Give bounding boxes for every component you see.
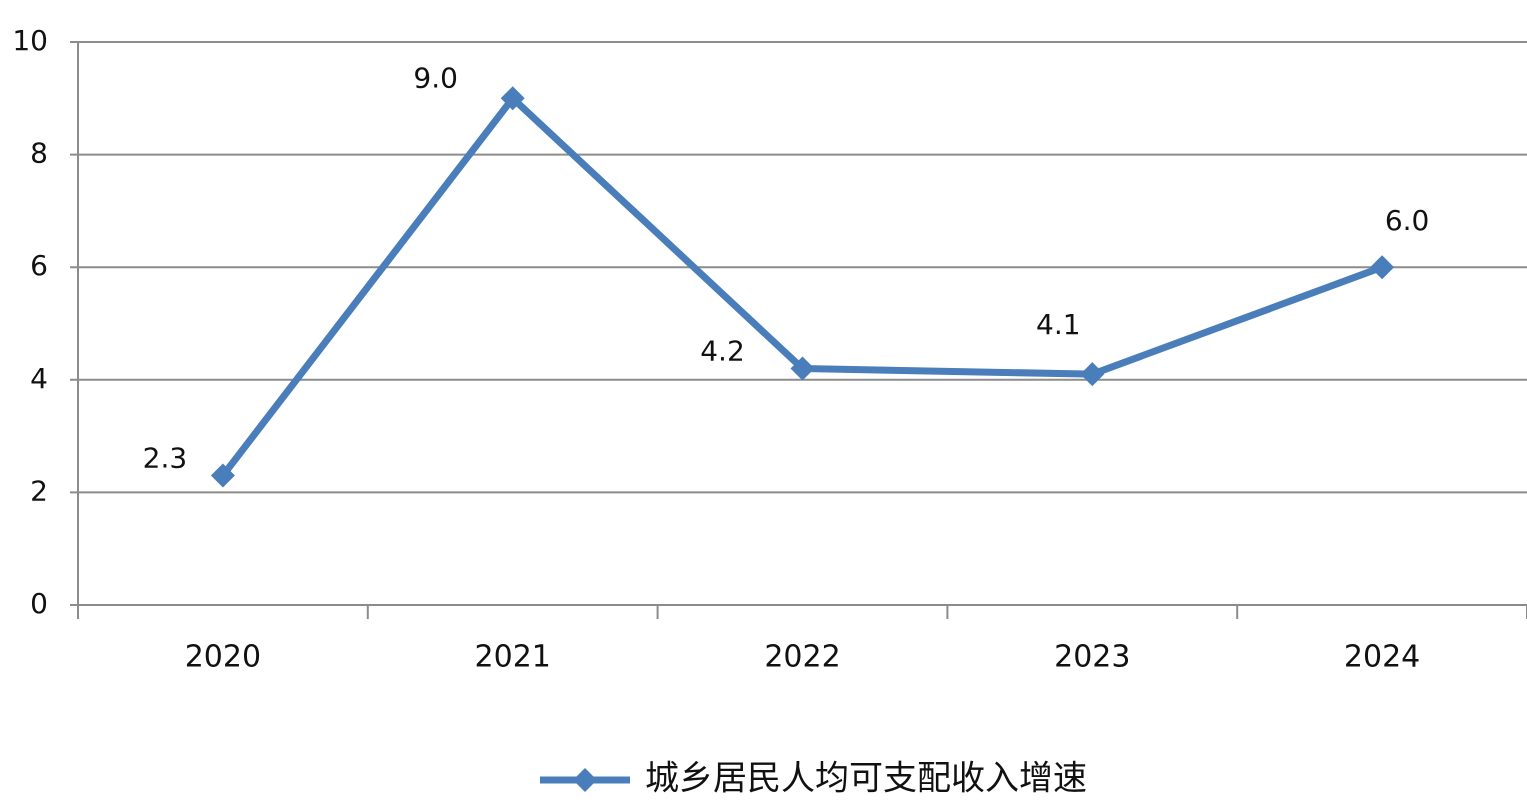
point-marker [500,86,525,111]
data-label: 6.0 [1385,204,1430,237]
legend-label: 城乡居民人均可支配收入增速 [645,759,1087,799]
y-tick-label: 2 [30,474,48,507]
data-label: 4.1 [1036,308,1081,341]
y-tick-label: 4 [30,362,48,395]
y-tick-label: 6 [30,249,48,282]
x-tick-label: 2023 [1054,640,1130,675]
y-tick-label: 8 [30,137,48,170]
point-marker [210,463,235,488]
point-marker [1080,362,1105,387]
data-label: 9.0 [413,61,458,94]
x-tick-label: 2024 [1344,640,1420,675]
x-tick-label: 2022 [764,640,840,675]
y-tick-label: 10 [12,24,48,57]
point-marker [790,356,815,381]
y-tick-label: 0 [30,587,48,620]
x-tick-label: 2021 [475,640,551,675]
data-label: 2.3 [143,442,188,475]
data-label: 4.2 [700,335,745,368]
legend-marker [573,768,597,792]
x-tick-label: 2020 [185,640,261,675]
point-marker [1370,255,1395,280]
